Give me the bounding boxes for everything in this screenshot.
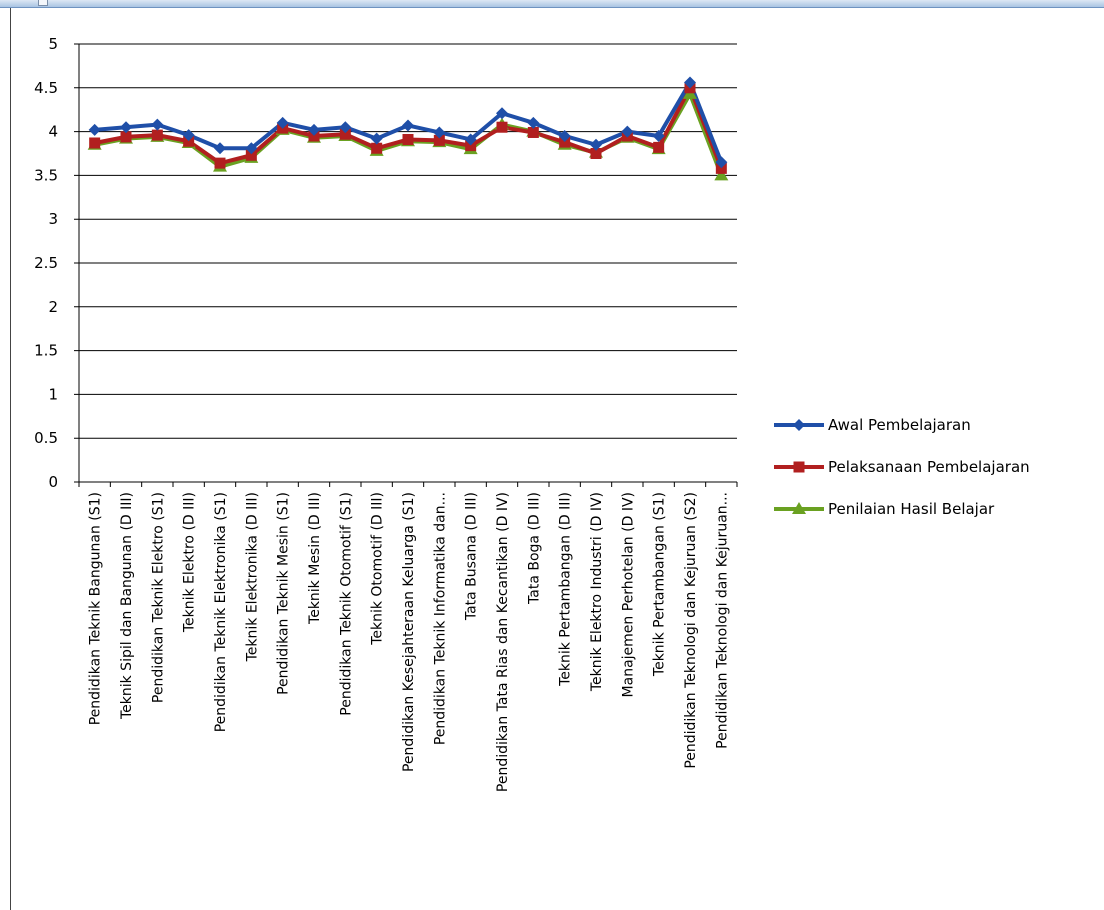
legend-swatch-marker: [792, 502, 806, 514]
data-point: [339, 128, 351, 140]
x-category-label: Tata Boga (D III): [526, 492, 542, 605]
x-category-label: Teknik Pertambangan (D III): [558, 492, 574, 687]
data-point: [214, 157, 226, 169]
data-point: [714, 168, 729, 181]
y-tick-label: 0: [48, 473, 58, 491]
y-tick-label: 4.5: [34, 79, 58, 97]
data-point: [684, 76, 696, 89]
data-point: [652, 129, 665, 142]
chart-left-border: [10, 8, 11, 910]
x-category-label: Pendidikan Kesejahteraan Keluarga (S1): [401, 492, 417, 772]
y-tick-label: 4: [48, 123, 58, 141]
data-point: [308, 123, 320, 136]
y-tick-label: 3.5: [34, 166, 58, 184]
data-point: [590, 138, 602, 151]
x-category-label: Teknik Elektronika (D III): [244, 492, 260, 662]
data-point: [558, 129, 571, 142]
data-point: [89, 137, 101, 149]
x-category-label: Teknik Elektro (D III): [182, 492, 198, 633]
window-corner-handle: [38, 0, 48, 6]
x-category-label: Teknik Sipil dan Bangunan (D III): [119, 492, 135, 720]
data-point: [339, 121, 352, 134]
legend-label: Pelaksanaan Pembelajaran: [828, 458, 1030, 476]
y-tick-label: 2.5: [34, 254, 58, 272]
x-category-label: Teknik Mesin (D III): [307, 492, 323, 625]
y-tick-label: 2: [48, 298, 58, 316]
y-tick-label: 1: [48, 385, 58, 403]
x-category-label: Pendidikan Teknik Mesin (S1): [276, 492, 292, 695]
data-point: [527, 126, 539, 138]
data-point: [621, 125, 634, 138]
legend-swatch-marker: [793, 461, 805, 473]
x-category-label: Tata Busana (D III): [464, 492, 480, 621]
y-tick-label: 3: [48, 210, 58, 228]
data-point: [496, 121, 508, 133]
x-category-label: Pendidikan Teknik Informatika dan...: [432, 492, 448, 745]
x-category-label: Pendidikan Teknik Otomotif (S1): [338, 492, 354, 716]
x-category-label: Manajemen Perhotelan (D IV): [620, 492, 636, 697]
y-tick-label: 0.5: [34, 429, 58, 447]
data-point: [527, 116, 540, 129]
data-point: [120, 131, 132, 143]
data-point: [88, 123, 101, 136]
y-tick-label: 5: [48, 35, 58, 53]
data-point: [370, 132, 383, 145]
x-category-label: Pendidikan Teknologi dan Kejuruan...: [714, 492, 730, 749]
data-point: [715, 156, 728, 169]
data-point: [183, 135, 195, 147]
x-category-label: Pendidikan Teknik Elektro (S1): [150, 492, 166, 703]
legend-label: Awal Pembelajaran: [828, 416, 971, 434]
y-tick-label: 1.5: [34, 342, 58, 360]
x-category-label: Pendidikan Teknik Elektronika (S1): [213, 492, 229, 732]
data-point: [464, 133, 477, 146]
data-point: [653, 141, 665, 153]
x-category-label: Teknik Pertambangan (S1): [652, 492, 668, 677]
x-category-label: Pendidikan Tata Rias dan Kecantikan (D I…: [495, 492, 511, 792]
data-point: [245, 142, 258, 155]
data-point: [402, 133, 414, 145]
data-point: [151, 129, 163, 141]
x-category-label: Teknik Elektro Industri (D IV): [589, 492, 605, 692]
x-category-label: Pendidikan Teknik Bangunan (S1): [88, 492, 104, 725]
x-category-label: Pendidikan Teknologi dan Kejuruan (S2): [683, 492, 699, 769]
data-point: [308, 130, 320, 142]
legend-swatch-marker: [793, 419, 805, 431]
data-point: [245, 149, 257, 161]
data-point: [371, 142, 383, 154]
data-point: [182, 129, 195, 142]
data-point: [465, 140, 477, 152]
window-top-border: [0, 0, 1104, 8]
data-point: [433, 134, 445, 146]
x-category-label: Teknik Otomotif (D III): [370, 492, 386, 646]
data-point: [151, 118, 164, 131]
data-point: [559, 136, 571, 148]
data-point: [496, 107, 508, 120]
legend-label: Penilaian Hasil Belajar: [828, 500, 995, 518]
data-point: [120, 121, 132, 134]
data-point: [433, 126, 446, 139]
data-point: [402, 119, 414, 132]
data-point: [276, 116, 289, 129]
data-point: [715, 162, 727, 174]
data-point: [214, 142, 226, 155]
data-point: [590, 148, 602, 159]
